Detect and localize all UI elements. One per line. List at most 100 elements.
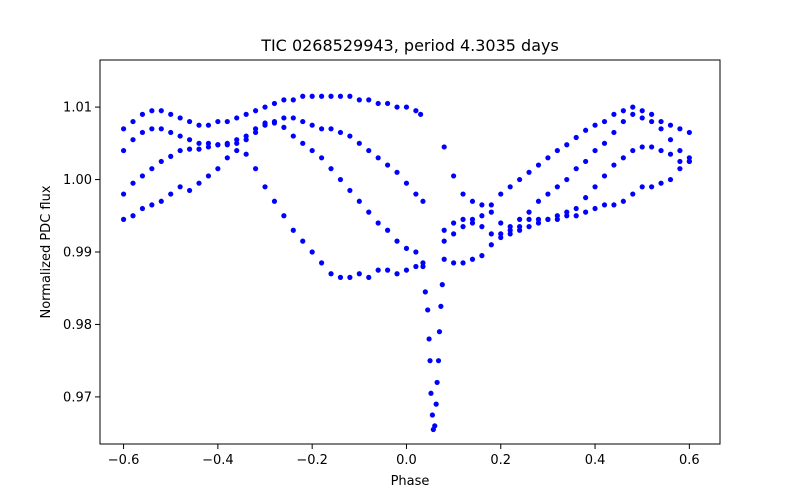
data-point [583, 127, 589, 133]
y-tick-label: 0.99 [63, 246, 92, 261]
data-point [545, 191, 551, 197]
data-point [441, 227, 447, 233]
data-point [177, 184, 183, 190]
data-point [186, 146, 193, 152]
data-point [205, 140, 212, 146]
y-tick-label: 0.97 [63, 390, 92, 405]
data-point [309, 122, 315, 128]
data-point [281, 213, 287, 219]
data-point [554, 184, 560, 190]
data-point [252, 166, 259, 172]
y-axis-label: Normalized PDC flux [39, 185, 54, 318]
data-point [479, 253, 485, 259]
data-point [425, 307, 431, 313]
data-point [535, 220, 542, 226]
data-point [469, 220, 476, 226]
data-point [620, 155, 626, 161]
data-point [319, 93, 325, 99]
data-point [535, 198, 542, 204]
data-point [429, 412, 435, 418]
data-point [271, 198, 278, 204]
x-tick-label: 0.4 [585, 453, 606, 468]
data-point [611, 111, 617, 117]
data-point [168, 191, 174, 197]
data-point [498, 231, 504, 237]
data-point [130, 118, 136, 125]
data-point [677, 166, 683, 172]
data-point [479, 202, 485, 208]
data-point [139, 129, 146, 136]
data-point [347, 133, 353, 139]
data-point [337, 129, 344, 136]
data-point [337, 93, 344, 99]
data-point [573, 134, 579, 141]
data-point [564, 209, 570, 215]
data-point [224, 140, 230, 146]
data-point [420, 198, 426, 204]
data-point [215, 166, 221, 172]
data-point [677, 158, 683, 165]
data-point [564, 176, 570, 183]
data-point [451, 220, 457, 226]
data-point [281, 115, 287, 121]
data-point [413, 108, 419, 114]
data-point [479, 224, 485, 230]
data-point [460, 216, 466, 222]
data-point [630, 111, 636, 117]
data-point [385, 162, 391, 168]
data-point [243, 133, 249, 139]
data-point [262, 104, 268, 110]
data-point [196, 180, 202, 186]
data-point [418, 111, 424, 117]
data-point [658, 180, 664, 186]
data-point [545, 155, 551, 161]
data-point [611, 162, 617, 168]
x-tick-label: −0.6 [108, 453, 140, 468]
x-tick-label: 0.2 [490, 453, 511, 468]
data-point [139, 173, 146, 179]
data-point [658, 126, 664, 132]
data-point [526, 209, 532, 215]
data-point [677, 126, 683, 132]
data-point [149, 126, 155, 132]
data-point [234, 137, 240, 143]
data-point [441, 256, 447, 262]
data-point [488, 242, 494, 248]
data-point [433, 401, 439, 407]
data-point [573, 166, 579, 172]
data-point [517, 227, 523, 233]
data-point [601, 140, 608, 146]
data-point [356, 97, 362, 103]
data-point [479, 213, 485, 219]
data-point [243, 137, 249, 143]
plot-area [99, 59, 721, 445]
data-point [309, 249, 315, 255]
y-tick-label: 1.00 [63, 173, 92, 188]
data-point [649, 111, 655, 117]
data-point [139, 111, 146, 117]
x-tick-label: 0.6 [679, 453, 700, 468]
data-point [366, 274, 372, 280]
data-point [686, 158, 692, 165]
data-point [149, 166, 155, 172]
data-point [451, 173, 457, 179]
data-point [517, 176, 523, 183]
data-point [328, 126, 334, 132]
data-point [507, 231, 513, 237]
data-point [309, 147, 315, 154]
data-point [426, 336, 432, 342]
data-point [413, 249, 419, 255]
data-point [356, 140, 362, 146]
data-point [667, 137, 674, 143]
data-point [630, 191, 636, 197]
data-point [319, 260, 325, 266]
data-point [573, 213, 579, 219]
data-point [460, 260, 466, 266]
data-point [243, 111, 249, 117]
data-point [592, 184, 598, 190]
data-point [290, 97, 296, 103]
data-point [630, 147, 636, 154]
data-point [441, 238, 447, 244]
data-point [319, 126, 325, 132]
data-point [667, 151, 674, 157]
